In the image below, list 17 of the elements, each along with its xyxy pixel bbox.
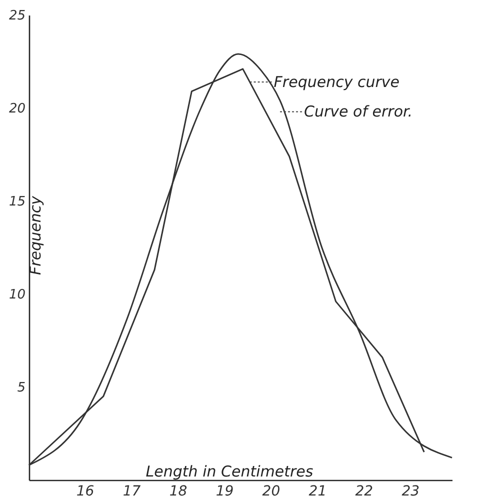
x-tick-label: 21 <box>308 484 327 500</box>
y-axis-title: Frequency <box>26 194 44 275</box>
x-tick-label: 20 <box>262 484 280 500</box>
annotation: Frequency curve <box>274 72 400 91</box>
y-tick-label: 10 <box>8 288 26 302</box>
annotation: Curve of error. <box>304 102 413 121</box>
y-tick-label: 15 <box>8 194 26 210</box>
x-tick-label: 19 <box>216 484 234 500</box>
x-tick-label: 16 <box>76 484 94 500</box>
x-tick-label: 18 <box>169 484 188 500</box>
y-tick-label: 5 <box>17 380 26 396</box>
x-tick-label: 23 <box>402 484 420 500</box>
x-tick-label: 17 <box>122 484 141 500</box>
x-axis-title: Length in Centimetres <box>146 462 314 480</box>
y-tick-label: 20 <box>8 102 26 116</box>
x-tick-label: 22 <box>355 484 374 500</box>
y-tick-label: 25 <box>8 8 26 24</box>
